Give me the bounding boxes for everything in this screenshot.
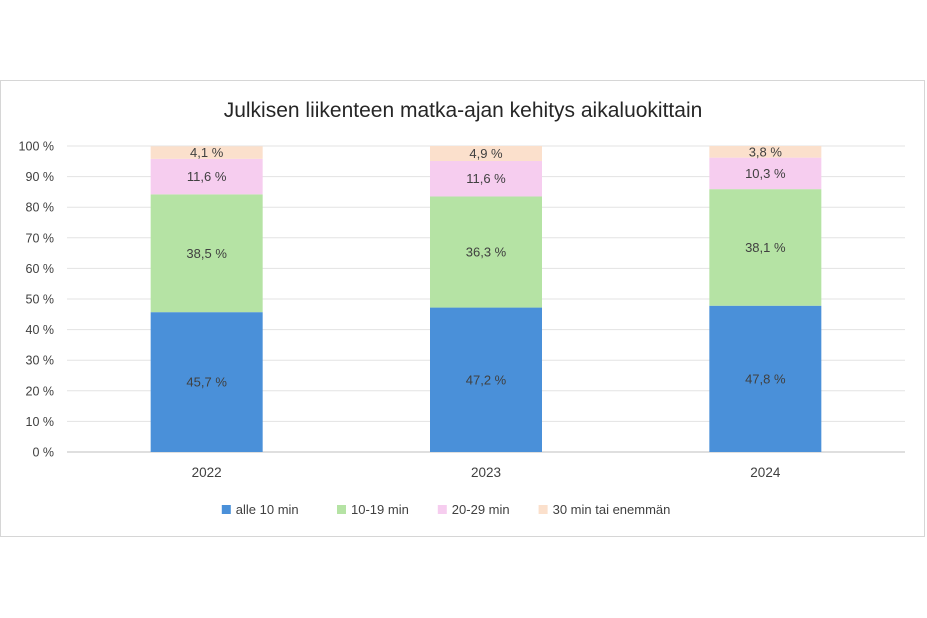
- y-tick-label: 50 %: [26, 293, 55, 307]
- legend-entry: alle 10 min: [236, 502, 299, 517]
- y-tick-label: 100 %: [19, 140, 54, 154]
- data-label: 47,8 %: [745, 371, 786, 386]
- chart-title: Julkisen liikenteen matka-ajan kehitys a…: [224, 99, 703, 122]
- data-label: 4,1 %: [190, 145, 224, 160]
- bar-segment: [430, 196, 542, 308]
- x-axis: 2022 2023 2024: [192, 465, 781, 480]
- legend-entry: 20-29 min: [452, 502, 510, 517]
- y-tick-label: 80 %: [26, 201, 55, 215]
- y-tick-label: 90 %: [26, 170, 55, 184]
- data-label: 11,6 %: [466, 171, 506, 186]
- y-tick-label: 10 %: [26, 415, 55, 429]
- y-tick-label: 40 %: [26, 323, 55, 337]
- data-label: 45,7 %: [186, 375, 227, 390]
- data-label: 47,2 %: [466, 372, 507, 387]
- data-label: 38,1 %: [745, 240, 786, 255]
- x-tick-label: 2023: [471, 465, 501, 480]
- bar-segment: [430, 160, 542, 197]
- legend-swatch: [538, 505, 548, 514]
- data-label: 38,5 %: [186, 246, 227, 261]
- x-tick-label: 2022: [192, 465, 222, 480]
- y-tick-label: 20 %: [26, 384, 55, 398]
- bar-segment: [150, 158, 263, 195]
- y-tick-label: 70 %: [26, 231, 55, 245]
- legend-swatch: [337, 505, 346, 514]
- x-tick-label: 2024: [750, 465, 781, 480]
- bar-segment: [430, 146, 542, 161]
- legend-swatch: [437, 505, 447, 514]
- data-label: 11,6 %: [187, 169, 227, 184]
- y-tick-label: 0 %: [32, 446, 54, 460]
- y-tick-label: 60 %: [26, 262, 55, 276]
- legend-entry: 30 min tai enemmän: [553, 502, 671, 517]
- bar-segment: [150, 194, 263, 313]
- bar-segment: [709, 305, 822, 452]
- data-label: 36,3 %: [466, 245, 507, 260]
- bar-segment: [150, 146, 263, 159]
- y-tick-label: 30 %: [26, 354, 55, 368]
- y-axis: 0 % 10 % 20 % 30 % 40 % 50 % 60 % 70 % 80 % 90 % 1…: [19, 140, 54, 460]
- bar-segment: [709, 189, 822, 306]
- bar-segment: [430, 307, 542, 452]
- data-label: 4,9 %: [469, 146, 503, 161]
- bar-segment: [709, 146, 822, 158]
- legend: alle 10 min 10-19 min 20-29 min 30 min tai …: [221, 502, 671, 517]
- legend-entry: 10-19 min: [351, 502, 409, 517]
- data-label: 10,3 %: [745, 166, 786, 181]
- bars: 45,7 % 38,5 % 11,6 % 4,1 % 47,2 % 36,3 % 11,6 …: [150, 144, 822, 452]
- bar-segment: [709, 157, 822, 190]
- legend-swatch: [221, 505, 231, 514]
- bar-segment: [150, 312, 263, 452]
- data-label: 3,8 %: [749, 144, 783, 159]
